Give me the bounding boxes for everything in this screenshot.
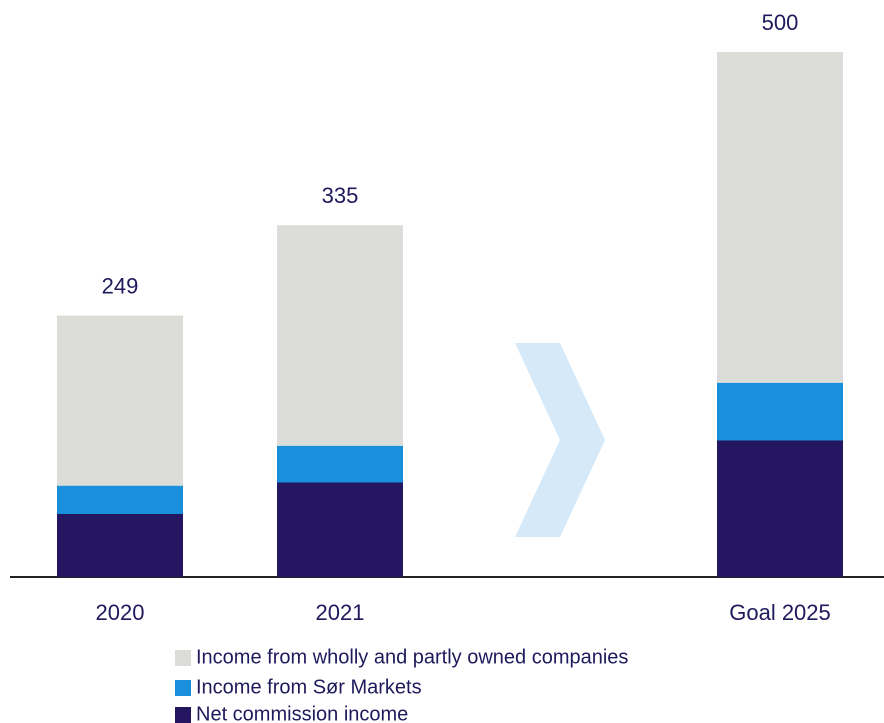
legend-swatch (175, 680, 191, 696)
legend-label: Income from wholly and partly owned comp… (196, 646, 628, 668)
bar-segment (717, 52, 843, 383)
total-label: 500 (762, 10, 799, 35)
bar-segment (277, 225, 403, 446)
legend-label: Net commission income (196, 703, 408, 723)
total-label: 249 (102, 273, 139, 298)
legend-label: Income from Sør Markets (196, 676, 422, 698)
total-label: 335 (322, 183, 359, 208)
bar-segment (57, 485, 183, 514)
bar-segment (277, 482, 403, 577)
bar-segment (717, 382, 843, 441)
legend-swatch (175, 650, 191, 666)
bar-segment (277, 445, 403, 483)
bar-segment (57, 514, 183, 577)
x-tick-label: Goal 2025 (729, 600, 831, 625)
bar-segment (57, 315, 183, 486)
bar-segment (717, 440, 843, 577)
chevron (515, 343, 605, 537)
legend-swatch (175, 707, 191, 723)
x-tick-label: 2020 (96, 600, 145, 625)
x-tick-label: 2021 (316, 600, 365, 625)
